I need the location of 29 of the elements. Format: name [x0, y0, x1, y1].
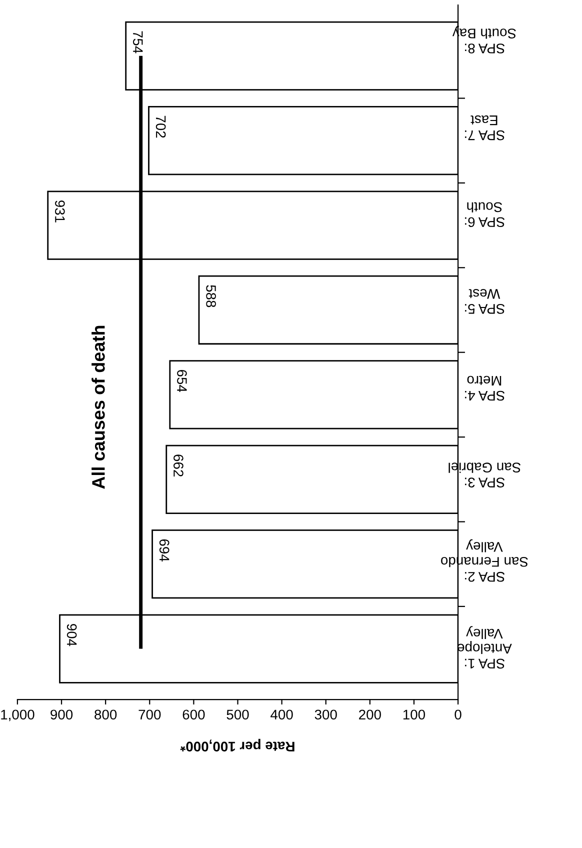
- x-tick-label: 500: [226, 710, 249, 720]
- y-tick-label: SPA 3: San Gabriel: [448, 462, 521, 488]
- data-label: 662: [174, 454, 184, 476]
- text: All causes of death: [92, 326, 105, 489]
- data-label: 702: [156, 116, 166, 138]
- x-tick-label: 300: [314, 710, 337, 720]
- x-tick-label: 700: [138, 710, 161, 720]
- data-label: 904: [66, 624, 77, 646]
- y-tick-label: SPA 5: West: [465, 289, 505, 314]
- data-label: 754: [132, 31, 143, 54]
- data-label: 694: [159, 539, 170, 562]
- y-tick-label: SPA 4: Metro: [465, 376, 505, 401]
- y-tick-label: SPA 7: East: [465, 115, 505, 140]
- y-tick-label: SPA 8: South Bay: [452, 26, 516, 54]
- x-tick-label: 600: [182, 710, 205, 720]
- x-tick-label: 800: [94, 710, 117, 720]
- x-tick-label: 1,000: [1, 710, 34, 722]
- data-label: 654: [177, 370, 187, 392]
- data-label: 931: [55, 200, 65, 222]
- x-tick-label: 400: [270, 710, 293, 720]
- x-tick-label: 0: [454, 710, 462, 720]
- x-axis-title: Rate per 100,000*: [180, 738, 294, 752]
- data-label: 588: [206, 285, 216, 308]
- y-tick-label: SPA 6: South: [465, 202, 505, 228]
- x-tick-label: 200: [359, 710, 381, 720]
- y-tick-label: SPA 2: San Fernando Valley: [441, 539, 528, 582]
- x-tick-label: 100: [403, 710, 426, 720]
- x-tick-label: 900: [50, 710, 73, 720]
- y-tick-label: SPA 1: Antelope Valley: [458, 626, 512, 669]
